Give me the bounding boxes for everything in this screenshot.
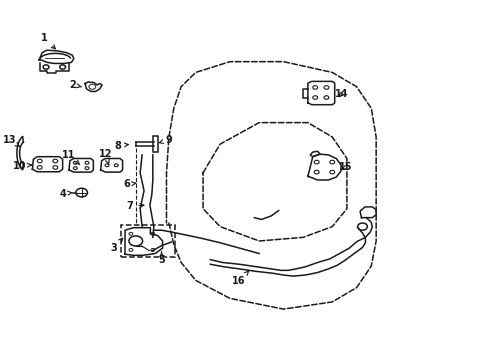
Text: 9: 9 [159,135,172,145]
Text: 13: 13 [3,135,20,147]
Text: 10: 10 [13,161,32,171]
Bar [121,225,174,257]
Bar [153,136,158,152]
Text: 5: 5 [158,252,164,265]
Text: 16: 16 [231,271,248,286]
Text: 4: 4 [60,189,72,199]
Text: 1: 1 [41,33,55,49]
Text: 12: 12 [99,149,112,165]
Text: 3: 3 [110,238,122,253]
Text: 7: 7 [126,201,143,211]
Text: 8: 8 [114,140,128,150]
Text: 2: 2 [69,80,81,90]
Text: 11: 11 [62,150,80,165]
Text: 14: 14 [335,89,348,99]
Text: 15: 15 [339,162,352,172]
Text: 6: 6 [123,179,136,189]
